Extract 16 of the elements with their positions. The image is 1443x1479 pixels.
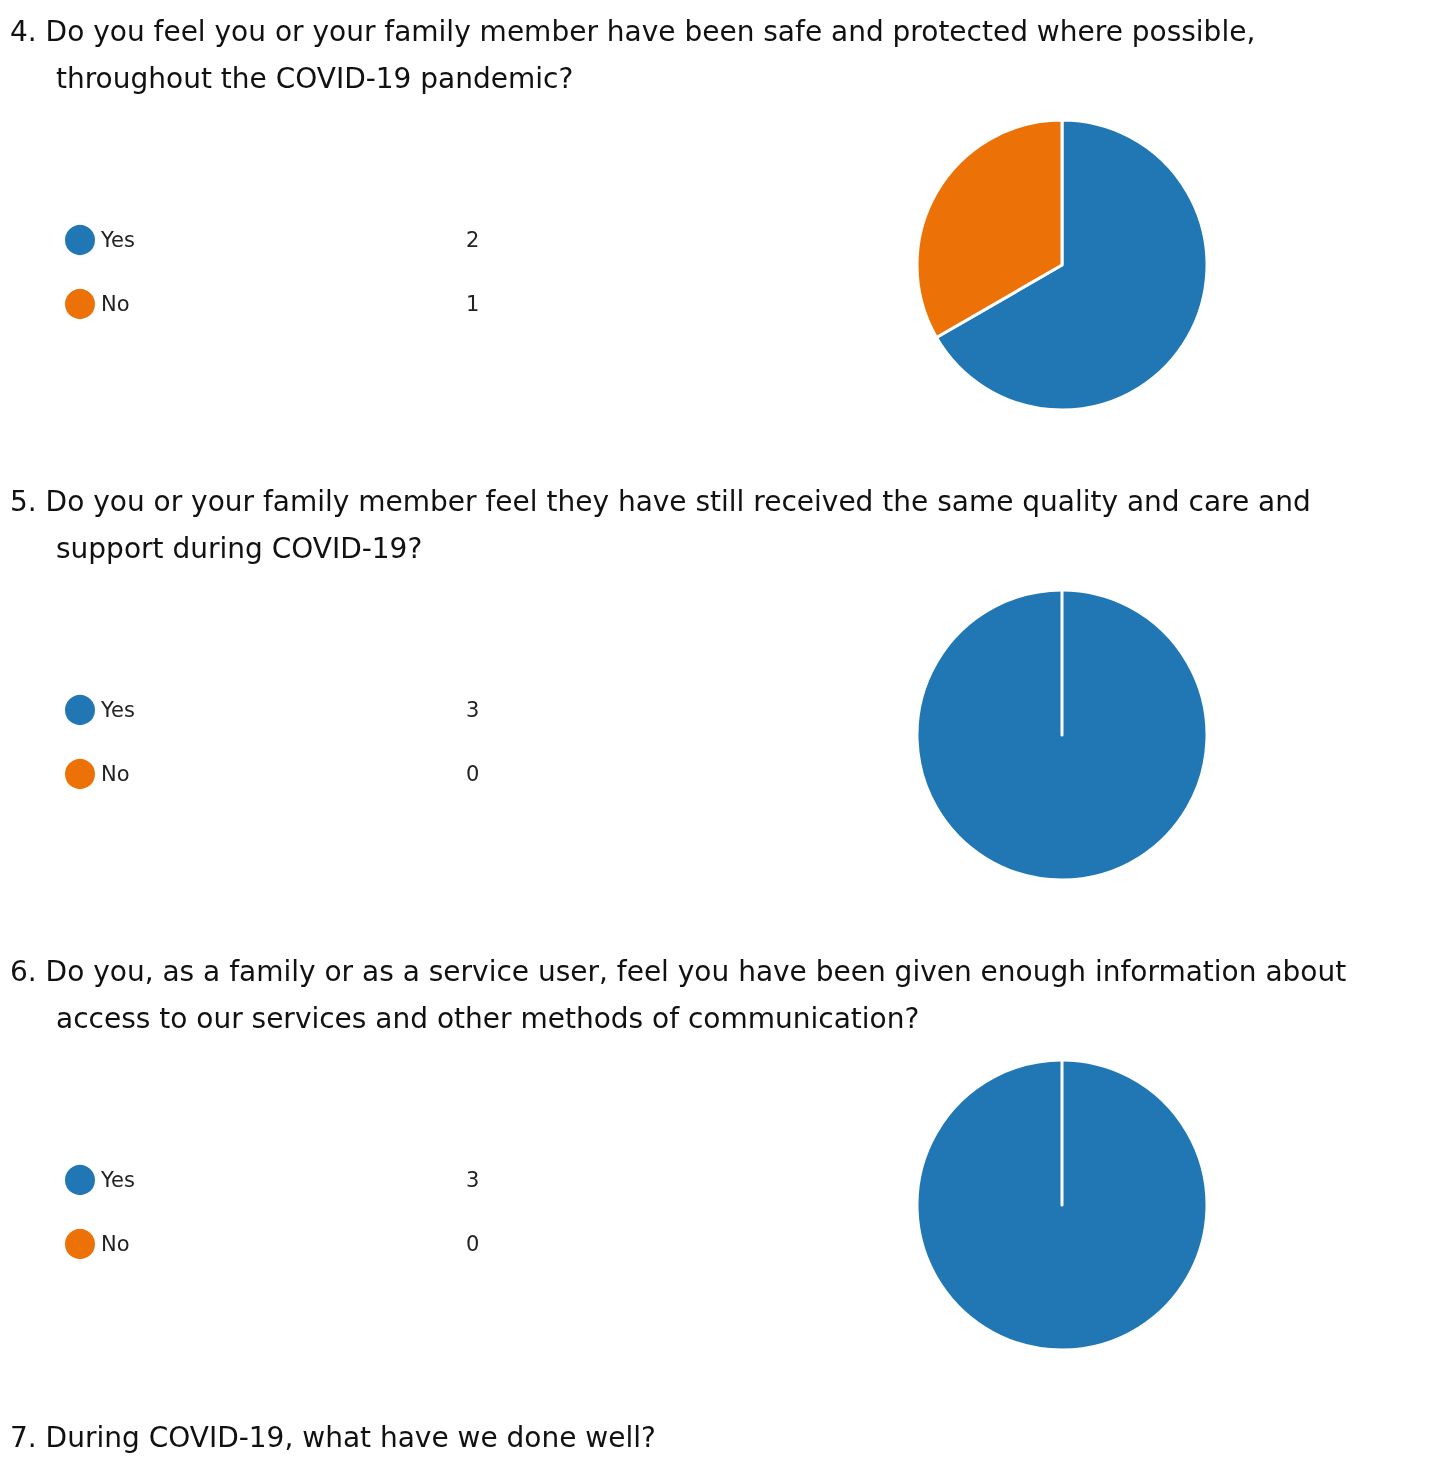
legend-label: No: [101, 1232, 130, 1256]
text: 7. During COVID-19, what have we done well?: [9, 1420, 657, 1456]
legend-label: Yes: [100, 228, 135, 252]
data-label: 3: [466, 698, 480, 722]
data-label: 3: [466, 1168, 480, 1192]
legend-label: Yes: [100, 698, 135, 722]
data-label: 1: [466, 292, 480, 316]
legend-label: No: [101, 762, 130, 786]
legend-label: Yes: [100, 1168, 135, 1192]
chart-title: 5. Do you or your family member feel they have still received the same quality and care and support during COVID-19?: [9, 484, 1312, 567]
data-label: 2: [466, 228, 480, 252]
chart-title: 4. Do you feel you or your family member have been safe and protected where possible, throughout the COVID-19 pandemic?: [9, 14, 1257, 97]
chart-title: 6. Do you, as a family or as a service user, feel you have been given enough information about access to our services and other methods of communication?: [9, 954, 1348, 1037]
legend-label: No: [101, 292, 130, 316]
text: 0: [466, 762, 480, 786]
text: 0: [466, 1232, 480, 1256]
